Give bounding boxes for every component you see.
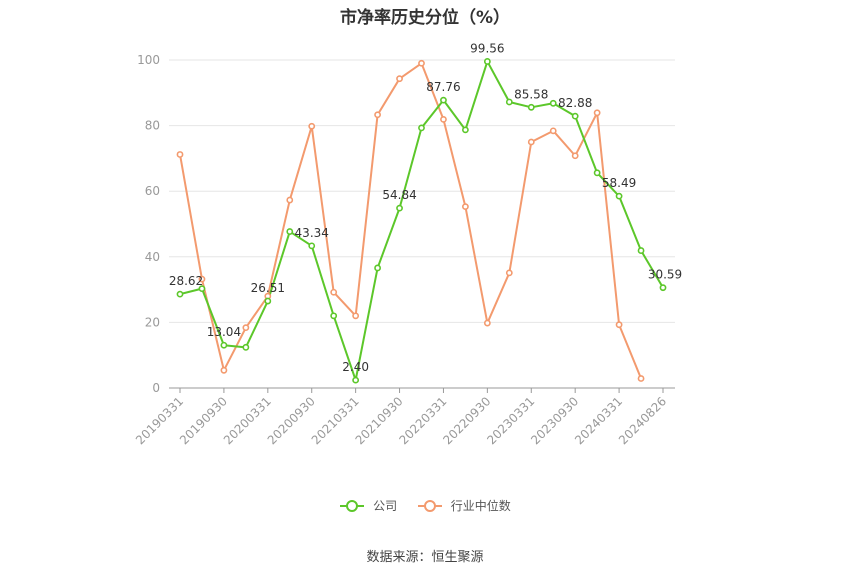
company-point[interactable] — [440, 96, 447, 104]
industry-median-point[interactable] — [242, 324, 250, 332]
industry-median-point[interactable] — [462, 203, 469, 211]
company-data-label: 54.84 — [382, 188, 416, 202]
industry-median-point[interactable] — [352, 312, 360, 320]
company-point[interactable] — [330, 312, 338, 320]
industry-median-point[interactable] — [637, 375, 645, 382]
company-data-label: 87.76 — [426, 80, 460, 94]
y-tick-label: 100 — [137, 53, 160, 67]
legend-company-label: 公司 — [373, 499, 398, 513]
industry-median-point[interactable] — [198, 275, 206, 283]
company-point[interactable] — [176, 290, 184, 298]
company-point[interactable] — [352, 376, 360, 384]
industry-median-point[interactable] — [615, 321, 623, 329]
data-source: 数据来源：恒生聚源 — [366, 550, 484, 565]
company-data-label: 2.40 — [342, 360, 369, 374]
company-point[interactable] — [286, 228, 294, 235]
company-point[interactable] — [198, 285, 206, 293]
company-data-label: 28.62 — [169, 274, 203, 288]
industry-median-point[interactable] — [527, 138, 535, 146]
legend-item-industry-median[interactable]: 行业中位数 — [417, 497, 511, 514]
y-tick-label: 40 — [145, 250, 160, 264]
company-point[interactable] — [527, 103, 535, 111]
legend-industry-dot — [423, 499, 436, 512]
company-point[interactable] — [549, 99, 557, 107]
company-point[interactable] — [396, 204, 403, 212]
company-data-label: 43.34 — [295, 226, 329, 240]
company-point[interactable] — [462, 126, 469, 134]
industry-median-point[interactable] — [440, 115, 447, 123]
legend-company-marker — [340, 499, 365, 512]
company-data-label: 99.56 — [470, 41, 504, 55]
industry-median-point[interactable] — [220, 366, 228, 374]
industry-median-point[interactable] — [593, 109, 601, 117]
y-tick-label: 80 — [145, 119, 160, 133]
industry-median-point[interactable] — [396, 75, 403, 83]
company-point[interactable] — [418, 124, 425, 132]
industry-median-point[interactable] — [483, 319, 491, 327]
y-axis: 0 20 40 60 80 100 — [137, 53, 160, 395]
data-points — [176, 58, 667, 384]
company-point[interactable] — [264, 297, 272, 305]
industry-median-point[interactable] — [308, 122, 316, 130]
industry-median-point[interactable] — [330, 288, 338, 296]
y-tick-label: 60 — [145, 184, 160, 198]
company-point[interactable] — [637, 247, 645, 254]
company-data-label: 82.88 — [558, 96, 592, 110]
legend-company-dot — [346, 499, 359, 512]
company-point[interactable] — [615, 192, 623, 200]
legend-industry-label: 行业中位数 — [450, 499, 511, 513]
industry-median-series-line — [179, 62, 642, 379]
x-axis: 2019033120190930202003312020093020210331… — [133, 387, 675, 447]
company-point[interactable] — [483, 58, 491, 65]
industry-median-point[interactable] — [418, 59, 425, 67]
company-point[interactable] — [242, 343, 250, 351]
industry-median-point[interactable] — [374, 111, 381, 119]
y-tick-label: 20 — [145, 315, 160, 329]
x-tick-label: 20240826 — [616, 394, 669, 447]
company-point[interactable] — [659, 284, 667, 292]
company-data-label: 58.49 — [602, 176, 636, 190]
company-point[interactable] — [593, 169, 601, 177]
legend-industry-marker — [417, 499, 442, 512]
grid-lines — [169, 59, 675, 323]
y-tick-label: 0 — [152, 381, 160, 395]
industry-median-point[interactable] — [549, 127, 557, 135]
company-point[interactable] — [374, 264, 381, 272]
industry-median-point[interactable] — [505, 269, 513, 277]
company-point[interactable] — [505, 98, 513, 106]
company-point[interactable] — [220, 341, 228, 349]
company-point[interactable] — [308, 242, 316, 250]
chart-title: 市净率历史分位（%） — [339, 8, 511, 28]
company-data-label: 26.51 — [251, 281, 285, 295]
company-data-label: 30.59 — [648, 268, 682, 282]
company-data-label: 85.58 — [514, 87, 548, 101]
industry-median-point[interactable] — [571, 152, 579, 160]
company-point[interactable] — [571, 112, 579, 120]
industry-median-point[interactable] — [286, 196, 294, 204]
data-labels: 28.62 13.04 26.51 43.34 2.40 54.84 87.76 99.56 8… — [169, 41, 682, 374]
legend-item-company[interactable]: 公司 — [339, 497, 397, 514]
industry-median-point[interactable] — [176, 151, 184, 158]
company-data-label: 13.04 — [207, 325, 241, 339]
legend: 公司 行业中位数 — [0, 497, 850, 514]
